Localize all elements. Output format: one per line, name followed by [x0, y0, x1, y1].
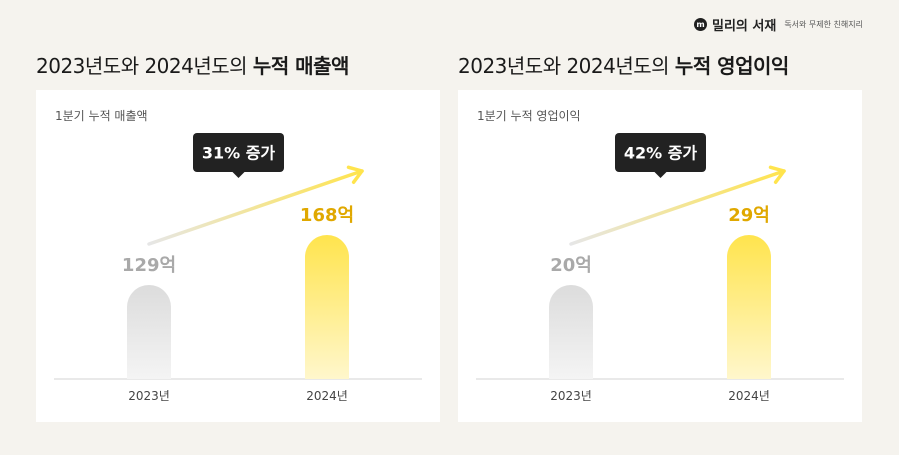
growth-callout: 42% 증가	[615, 133, 706, 178]
growth-arrow-head	[768, 165, 786, 184]
callout-box	[615, 133, 706, 172]
growth-callout: 31% 증가	[193, 133, 284, 178]
chart-1-subtitle: 1분기 누적 매출액	[55, 109, 148, 123]
growth-arrow-line	[569, 169, 786, 246]
data-label: 129억	[122, 255, 176, 276]
callout-text: 31% 증가	[202, 144, 276, 163]
bar-2023	[127, 285, 171, 379]
chart-2-subtitle: 1분기 누적 영업이익	[477, 109, 581, 123]
chart-2-title-prefix: 2023년도와 2024년도의	[458, 54, 675, 78]
x-tick-label: 2024년	[728, 389, 770, 403]
data-label: 168억	[300, 205, 354, 226]
callout-pointer	[232, 172, 245, 178]
chart-1-title-bold: 누적 매출액	[252, 54, 349, 78]
chart-1-panel: 129억 2023년 168억 2024년 31% 증가 1분기 누적 매출액	[36, 90, 440, 422]
callout-text: 42% 증가	[624, 144, 698, 163]
callout-box	[193, 133, 284, 172]
brand-tagline: 독서와 무제한 친해지리	[784, 20, 863, 29]
x-tick-label: 2023년	[550, 389, 592, 403]
callout-pointer	[654, 172, 667, 178]
chart-2-svg: 20억 2023년 29억 2024년 42% 증가	[476, 133, 844, 403]
bar-2024	[305, 235, 349, 379]
brand: m 밀리의 서재 독서와 무제한 친해지리	[693, 15, 863, 34]
bar-2024	[727, 235, 771, 379]
x-tick-label: 2023년	[128, 389, 170, 403]
growth-arrow-head	[346, 165, 364, 184]
chart-2-title: 2023년도와 2024년도의 누적 영업이익	[458, 50, 789, 79]
chart-1-title: 2023년도와 2024년도의 누적 매출액	[36, 50, 349, 79]
growth-arrow-line	[147, 169, 364, 246]
brand-logo-icon: m	[693, 18, 707, 31]
data-label: 20억	[550, 255, 592, 276]
data-label: 29억	[728, 205, 770, 226]
chart-1-svg: 129억 2023년 168억 2024년 31% 증가	[54, 133, 422, 403]
bar-2023	[549, 285, 593, 379]
x-tick-label: 2024년	[306, 389, 348, 403]
chart-2-title-bold: 누적 영업이익	[674, 54, 789, 78]
chart-2-panel: 20억 2023년 29억 2024년 42% 증가 1분기 누적 영업이익	[458, 90, 862, 422]
chart-1-title-prefix: 2023년도와 2024년도의	[36, 54, 253, 78]
brand-name: 밀리의 서재	[711, 19, 777, 34]
